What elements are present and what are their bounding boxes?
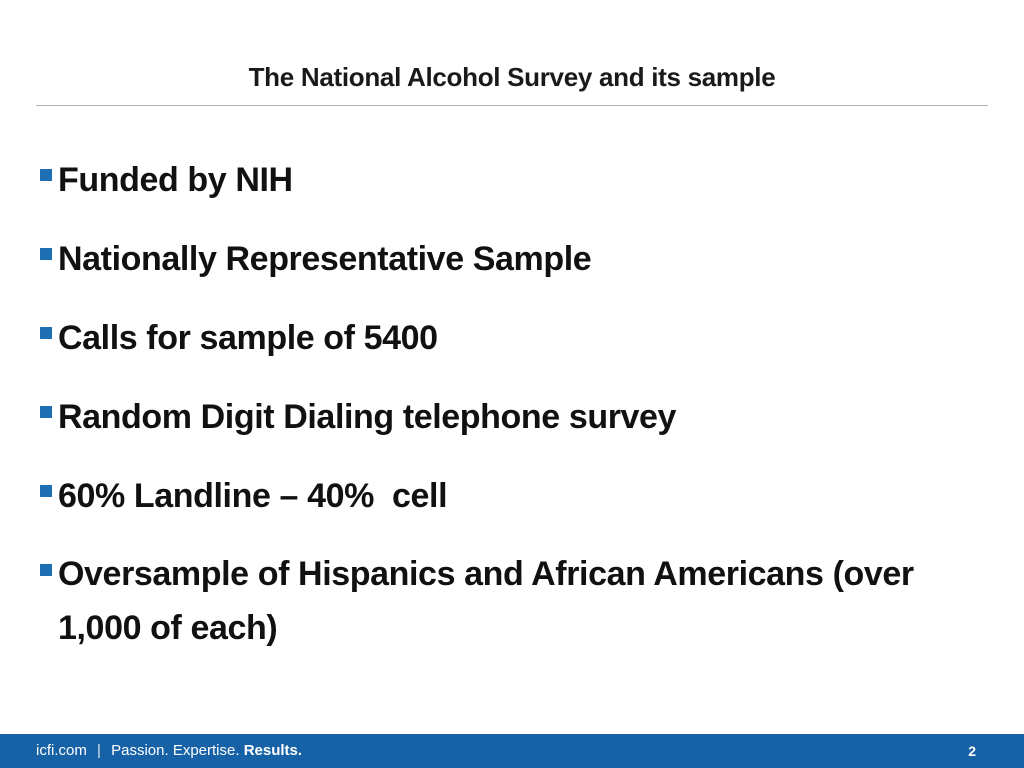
footer-tagline-results: Results. xyxy=(243,742,303,759)
bullet-text: Nationally Representative Sample xyxy=(58,240,592,278)
footer-tagline-expertise: Expertise. xyxy=(172,742,240,759)
bullet-text: 60% Landline – 40% cell xyxy=(58,477,448,515)
square-bullet-icon xyxy=(40,406,52,418)
bullet-text: Calls for sample of 5400 xyxy=(58,319,438,357)
square-bullet-icon xyxy=(40,485,52,497)
square-bullet-icon xyxy=(40,564,52,576)
bullet-item: 60% Landline – 40% cell xyxy=(36,468,996,524)
bullet-text: Oversample of Hispanics and African Amer… xyxy=(58,555,914,647)
bullet-item: Nationally Representative Sample xyxy=(36,231,996,287)
footer-separator: | xyxy=(97,742,101,759)
bullet-item: Funded by NIH xyxy=(36,152,996,208)
bullet-item: Oversample of Hispanics and African Amer… xyxy=(36,547,996,655)
square-bullet-icon xyxy=(40,169,52,181)
bullet-item: Calls for sample of 5400 xyxy=(36,310,996,366)
bullet-item: Random Digit Dialing telephone survey xyxy=(36,389,996,445)
title-divider xyxy=(36,105,988,106)
square-bullet-icon xyxy=(40,327,52,339)
footer-branding: icfi.com | Passion. Expertise. Results. xyxy=(36,742,302,759)
bullet-list: Funded by NIH Nationally Representative … xyxy=(36,152,996,678)
page-number: 2 xyxy=(968,743,976,759)
footer-bar: icfi.com | Passion. Expertise. Results. … xyxy=(0,734,1024,768)
footer-domain: icfi.com xyxy=(36,742,87,759)
bullet-text: Funded by NIH xyxy=(58,161,293,199)
slide-title: The National Alcohol Survey and its samp… xyxy=(248,62,776,92)
square-bullet-icon xyxy=(40,248,52,260)
bullet-text: Random Digit Dialing telephone survey xyxy=(58,398,677,436)
footer-tagline-passion: Passion. xyxy=(111,742,169,759)
